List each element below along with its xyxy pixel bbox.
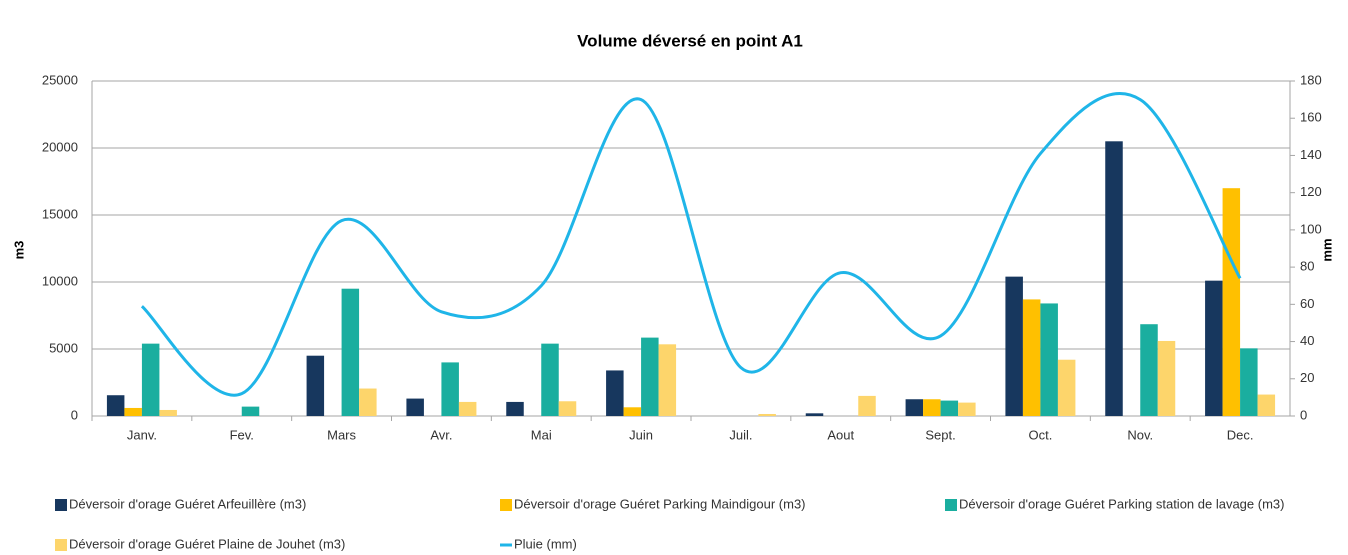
x-tick-label: Nov. xyxy=(1127,427,1153,442)
x-tick-label: Mars xyxy=(327,427,356,442)
x-tick-label: Juin xyxy=(629,427,653,442)
bar xyxy=(241,406,260,416)
y2-tick-label: 140 xyxy=(1300,147,1322,162)
y2-tick-label: 80 xyxy=(1300,259,1314,274)
y-axis-title: m3 xyxy=(11,241,26,260)
bar xyxy=(1005,276,1023,416)
y2-tick-label: 180 xyxy=(1300,72,1322,87)
y-tick-label: 10000 xyxy=(42,273,78,288)
legend-swatch xyxy=(945,499,957,511)
y2-tick-label: 120 xyxy=(1300,184,1322,199)
bar xyxy=(658,344,677,416)
bar xyxy=(558,401,577,416)
bar xyxy=(541,343,559,416)
bar xyxy=(1140,324,1158,416)
y2-tick-label: 0 xyxy=(1300,407,1307,422)
x-tick-label: Mai xyxy=(531,427,552,442)
bar xyxy=(1040,303,1058,416)
y-tick-label: 25000 xyxy=(42,72,78,87)
legend-label: Déversoir d'orage Guéret Parking Maindig… xyxy=(514,496,806,511)
bar xyxy=(958,402,976,416)
bar xyxy=(1157,340,1176,416)
y-tick-label: 5000 xyxy=(49,340,78,355)
y-tick-label: 15000 xyxy=(42,206,78,221)
bar xyxy=(1205,280,1223,416)
legend-swatch xyxy=(55,539,67,551)
legend-swatch xyxy=(55,499,67,511)
bar xyxy=(641,337,659,416)
bar xyxy=(406,398,424,416)
bar xyxy=(458,401,477,416)
y2-tick-label: 160 xyxy=(1300,110,1322,125)
bar xyxy=(923,399,941,416)
bar xyxy=(1105,141,1123,417)
legend-label: Déversoir d'orage Guéret Plaine de Jouhe… xyxy=(69,536,345,551)
y2-tick-label: 40 xyxy=(1300,333,1314,348)
x-tick-label: Aout xyxy=(827,427,854,442)
legend-swatch xyxy=(500,499,512,511)
bar xyxy=(1222,188,1241,416)
y-tick-label: 20000 xyxy=(42,139,78,154)
x-tick-label: Sept. xyxy=(925,427,955,442)
y2-tick-label: 20 xyxy=(1300,370,1314,385)
bar xyxy=(1240,348,1258,416)
line xyxy=(140,92,1242,397)
bar xyxy=(805,413,824,416)
bar xyxy=(306,355,325,416)
x-tick-label: Janv. xyxy=(127,427,157,442)
bar xyxy=(359,388,377,416)
bar xyxy=(106,395,125,416)
legend-label: Déversoir d'orage Guéret Parking station… xyxy=(959,496,1284,511)
y2-tick-label: 60 xyxy=(1300,296,1314,311)
bar xyxy=(1057,359,1076,416)
bar xyxy=(506,401,524,416)
bar xyxy=(124,407,142,416)
x-tick-label: Dec. xyxy=(1227,427,1254,442)
legend-label: Déversoir d'orage Guéret Arfeuillère (m3… xyxy=(69,496,306,511)
bar xyxy=(606,370,624,416)
bar xyxy=(905,399,924,416)
y2-tick-label: 100 xyxy=(1300,221,1322,236)
bar xyxy=(441,362,459,416)
x-tick-label: Fev. xyxy=(230,427,254,442)
chart-title: Volume déversé en point A1 xyxy=(577,31,803,50)
bar xyxy=(940,400,959,416)
bar xyxy=(341,288,360,416)
y-tick-label: 0 xyxy=(71,407,78,422)
x-tick-label: Oct. xyxy=(1028,427,1052,442)
x-tick-label: Avr. xyxy=(430,427,452,442)
bar xyxy=(623,407,642,416)
bar xyxy=(758,413,776,416)
bar xyxy=(1022,299,1041,416)
bar xyxy=(858,395,876,416)
x-tick-label: Juil. xyxy=(729,427,752,442)
bar xyxy=(141,343,160,416)
bar xyxy=(159,409,177,416)
y2-axis-title: mm xyxy=(1319,238,1334,261)
bar xyxy=(1257,394,1276,416)
legend-label: Pluie (mm) xyxy=(514,536,577,551)
